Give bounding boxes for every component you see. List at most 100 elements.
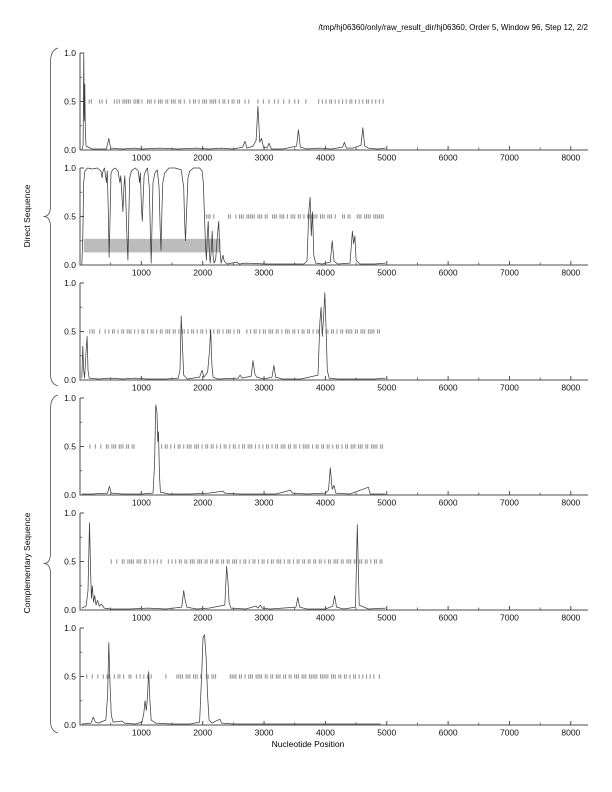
orf-marker — [373, 559, 376, 564]
orf-marker — [358, 674, 360, 679]
orf-marker — [349, 329, 351, 334]
orf-marker — [159, 99, 161, 104]
orf-marker — [104, 329, 106, 334]
orf-marker — [369, 329, 371, 334]
x-tick-label: 7000 — [500, 383, 519, 393]
orf-marker — [231, 99, 233, 104]
orf-marker — [367, 99, 369, 104]
orf-marker — [276, 559, 278, 564]
orf-marker — [277, 674, 279, 679]
x-tick-label: 7000 — [500, 728, 519, 738]
x-tick-label: 5000 — [377, 268, 396, 278]
orf-marker — [89, 444, 91, 449]
orf-marker — [294, 329, 296, 334]
orf-marker — [310, 674, 312, 679]
orf-marker — [297, 674, 299, 679]
orf-marker — [319, 214, 322, 219]
orf-marker — [349, 99, 351, 104]
orf-marker — [264, 214, 266, 219]
orf-marker — [337, 559, 339, 564]
orf-marker — [292, 214, 294, 219]
orf-marker — [223, 559, 225, 564]
orf-marker — [139, 674, 141, 679]
orf-marker — [253, 214, 255, 219]
orf-marker — [166, 444, 168, 449]
orf-marker — [358, 214, 360, 219]
orf-marker — [315, 444, 317, 449]
orf-marker — [136, 559, 138, 564]
orf-marker — [165, 99, 167, 104]
orf-marker — [295, 444, 297, 449]
orf-marker — [272, 329, 274, 334]
orf-marker — [321, 444, 323, 449]
orf-marker — [272, 674, 274, 679]
orf-marker — [341, 444, 343, 449]
orf-marker — [267, 444, 269, 449]
orf-marker — [91, 674, 93, 679]
orf-marker — [191, 329, 193, 334]
y-tick-label: 0.5 — [64, 672, 76, 682]
orf-marker — [167, 559, 169, 564]
orf-marker — [364, 329, 366, 334]
orf-marker — [296, 559, 298, 564]
orf-marker — [204, 559, 206, 564]
orf-marker — [237, 99, 239, 104]
orf-marker — [375, 214, 377, 219]
orf-marker — [294, 214, 296, 219]
orf-marker — [198, 99, 200, 104]
orf-marker — [170, 444, 172, 449]
orf-marker — [178, 329, 180, 334]
orf-marker — [266, 214, 268, 219]
x-tick-label: 7000 — [500, 498, 519, 508]
orf-marker — [213, 214, 215, 219]
x-tick-label: 1000 — [132, 268, 151, 278]
orf-marker — [324, 559, 326, 564]
orf-marker — [292, 329, 294, 334]
orf-marker — [277, 99, 279, 104]
orf-marker — [146, 329, 149, 334]
orf-marker — [90, 99, 92, 104]
orf-marker — [373, 674, 375, 679]
orf-marker — [266, 674, 268, 679]
orf-marker — [161, 99, 163, 104]
orf-marker — [345, 99, 347, 104]
orf-marker — [369, 674, 371, 679]
orf-marker — [121, 329, 123, 334]
orf-marker — [118, 444, 120, 449]
orf-marker — [234, 444, 236, 449]
orf-marker — [181, 329, 184, 334]
orf-marker — [196, 444, 198, 449]
orf-marker — [244, 99, 246, 104]
orf-marker — [279, 674, 281, 679]
orf-marker — [123, 559, 125, 564]
orf-marker — [228, 559, 230, 564]
orf-marker — [100, 444, 102, 449]
orf-marker — [161, 444, 163, 449]
panel-1: 0.0 0.5 1.0 1000 2000 3000 4000 5000 6000 7000 800… — [64, 48, 588, 163]
orf-marker — [302, 559, 304, 564]
orf-marker — [167, 99, 169, 104]
orf-marker — [323, 214, 325, 219]
orf-marker — [238, 329, 241, 334]
orf-marker — [229, 674, 231, 679]
x-tick-label: 8000 — [561, 498, 580, 508]
x-tick-label: 2000 — [193, 383, 212, 393]
orf-marker — [323, 444, 325, 449]
orf-marker — [211, 559, 214, 564]
x-tick-label: 6000 — [439, 613, 458, 623]
orf-marker — [188, 444, 190, 449]
orf-marker — [364, 214, 366, 219]
orf-marker — [370, 444, 372, 449]
x-tick-label: 6000 — [439, 498, 458, 508]
orf-marker — [110, 559, 112, 564]
orf-marker — [380, 214, 382, 219]
y-tick-label: 0.0 — [64, 375, 76, 385]
orf-marker — [250, 674, 252, 679]
orf-marker — [268, 329, 270, 334]
orf-marker — [186, 559, 188, 564]
orf-marker — [130, 559, 133, 564]
orf-marker — [153, 559, 155, 564]
orf-marker — [243, 444, 245, 449]
orf-marker — [335, 559, 337, 564]
x-tick-label: 7000 — [500, 613, 519, 623]
